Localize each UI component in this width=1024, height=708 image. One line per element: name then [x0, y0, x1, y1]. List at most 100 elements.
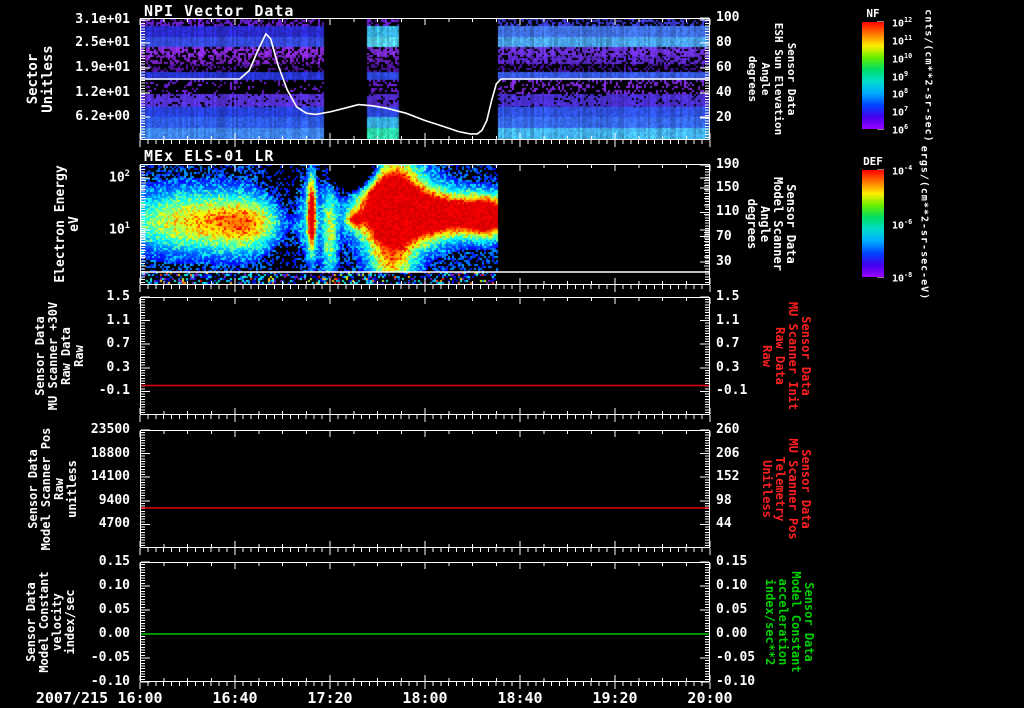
axis-label-line: Unitless	[40, 45, 56, 113]
y-tick-label: -0.10	[716, 674, 756, 689]
y-tick-label: 0.00	[716, 626, 748, 641]
axis-label-line: Sensor Data	[799, 449, 813, 529]
y-tick-label: 1.2e+01	[75, 85, 130, 101]
y-tick-label: 101	[109, 220, 130, 238]
y-tick-label: 3.1e+01	[75, 11, 130, 27]
y-tick-label: 80	[716, 35, 732, 50]
colorbar-tick-label: 1012	[892, 16, 913, 30]
y-tick-label: 1.1	[716, 312, 740, 328]
y-tick-label: 0.3	[106, 359, 130, 375]
axis-label-line: Angle	[759, 62, 772, 96]
y-tick-label: 4700	[98, 516, 130, 532]
axis-label-line: Sensor Data	[802, 582, 816, 662]
y-tick-label: 0.05	[98, 602, 130, 617]
colorbar-tick-label: 10-6	[892, 217, 913, 231]
y-tick-label: 0.10	[716, 578, 748, 593]
panel-box-2	[140, 297, 710, 415]
axis-label-line: Sensor Data	[785, 42, 798, 116]
axis-label-line: Electron Energy	[53, 165, 68, 283]
y-tick-label: 102	[109, 169, 130, 186]
y-tick-label: 30	[716, 254, 732, 269]
y-tick-label: 0.7	[106, 336, 130, 352]
colorbar-tick-label: 109	[892, 69, 909, 83]
axis-label-line: Raw	[72, 345, 86, 367]
date-label: 2007/215	[35, 689, 109, 707]
y-tick-label: 0.00	[98, 626, 130, 641]
y-tick-label: 9400	[98, 492, 130, 508]
colorbar-tick-label: 106	[892, 123, 909, 137]
axis-label-line: MU Scanner Init	[786, 301, 800, 411]
panel-title-els: MEx ELS-01 LR	[144, 147, 275, 165]
y-tick-label: 100	[716, 10, 740, 25]
y-tick-label: 18800	[90, 445, 130, 461]
axis-label-line: index/sec**2	[763, 578, 777, 666]
y-tick-label: 1.5	[716, 289, 740, 304]
y-tick-label: -0.10	[90, 674, 130, 689]
axis-label-line: Unitless	[760, 460, 774, 518]
colorbar-tick-label: 107	[892, 105, 909, 119]
panel-box-0	[140, 18, 710, 140]
axis-label-line: MU Scanner Pos	[786, 438, 800, 540]
y-tick-label: 206	[716, 445, 740, 461]
panel-box-4	[140, 562, 710, 682]
y-tick-label: 0.7	[716, 336, 740, 352]
axis-label-line: Model Scanner	[771, 177, 785, 271]
y-tick-label: 1.1	[106, 312, 130, 328]
axis-label-line: Sector	[25, 53, 41, 105]
colorbar-def	[862, 170, 884, 277]
axis-label-line: Model Constant	[789, 571, 803, 673]
y-tick-label: -0.1	[98, 383, 130, 399]
time-tick-label: 18:00	[402, 689, 448, 707]
axis-label-line: degrees	[746, 55, 759, 103]
colorbar-tick-label: 10-4	[892, 164, 913, 178]
axis-label-line: acceleration	[776, 578, 790, 666]
time-tick-label: 17:20	[307, 689, 353, 707]
colorbar-tick-label: 10-8	[892, 271, 913, 285]
y-tick-label: 98	[716, 492, 732, 508]
y-tick-label: 23500	[90, 422, 130, 437]
axis-label-line: unitless	[65, 460, 79, 518]
axis-label-line: degrees	[745, 198, 759, 250]
panel-box-3	[140, 430, 710, 548]
y-tick-label: -0.05	[716, 650, 756, 665]
y-tick-label: 1.9e+01	[75, 60, 130, 76]
panel-box-1	[140, 164, 710, 285]
axis-label-line: Sensor Data	[799, 316, 813, 396]
y-tick-label: 0.3	[716, 359, 740, 375]
colorbar-tick-label: 1011	[892, 33, 913, 48]
y-tick-label: 70	[716, 228, 732, 244]
y-tick-label: 14100	[90, 469, 130, 485]
colorbar-def-unit: ergs/(cm**2-sr-sec-eV)	[918, 145, 930, 301]
axis-label-line: Raw Data	[773, 327, 787, 385]
time-tick-label: 16:40	[212, 689, 258, 707]
y-tick-label: 0.15	[98, 554, 130, 569]
y-tick-label: -0.05	[90, 650, 130, 665]
y-tick-label: 110	[716, 204, 740, 220]
y-tick-label: 1.5	[106, 289, 130, 304]
y-tick-label: 190	[716, 157, 740, 173]
axis-label-line: Angle	[758, 205, 772, 243]
axis-label-line: Telemetry	[773, 456, 787, 522]
y-tick-label: 0.05	[716, 602, 748, 617]
y-tick-label: 60	[716, 60, 732, 76]
colorbar-def-title: DEF	[863, 155, 883, 168]
colorbar-nf-title: NF	[866, 7, 880, 20]
y-tick-label: 40	[716, 85, 732, 101]
time-tick-label: 19:20	[592, 689, 638, 707]
axis-label-line: eV	[67, 216, 82, 232]
colorbar-nf-unit: cnts/(cm**2-sr-sec)	[922, 9, 934, 143]
colorbar-nf	[862, 22, 884, 129]
y-tick-label: 260	[716, 422, 740, 437]
y-tick-label: 150	[716, 180, 740, 196]
axis-label-line: index/sec	[63, 589, 77, 655]
y-tick-label: 0.15	[716, 554, 748, 569]
y-tick-label: 6.2e+00	[75, 108, 130, 124]
axis-label-line: Sensor Data	[784, 184, 798, 264]
colorbar-tick-label: 108	[892, 87, 909, 101]
time-tick-label: 18:40	[497, 689, 543, 707]
y-tick-label: 20	[716, 110, 732, 126]
y-tick-label: 44	[716, 516, 732, 532]
colorbar-tick-label: 1010	[892, 51, 913, 65]
panel-title-npi: NPI Vector Data	[144, 2, 295, 20]
